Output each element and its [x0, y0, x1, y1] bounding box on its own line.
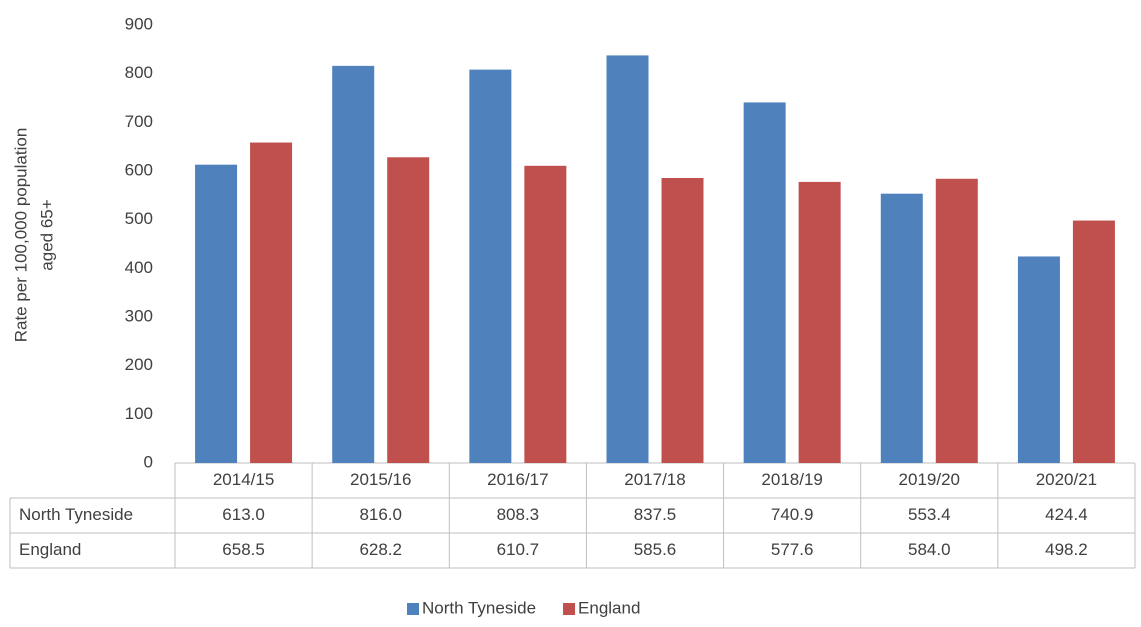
table-row-label: England [19, 540, 81, 559]
table-row-label: North Tyneside [19, 505, 133, 524]
table-value: 553.4 [908, 505, 951, 524]
x-tick-label: 2019/20 [899, 470, 960, 489]
y-tick-label: 800 [125, 63, 153, 82]
table-value: 585.6 [634, 540, 677, 559]
bar [332, 65, 375, 463]
x-tick-label: 2020/21 [1036, 470, 1097, 489]
y-tick-label: 600 [125, 160, 153, 179]
y-tick-label: 500 [125, 209, 153, 228]
table-value: 816.0 [359, 505, 402, 524]
y-axis-label: Rate per 100,000 population [11, 128, 30, 343]
x-tick-label: 2014/15 [213, 470, 274, 489]
table-value: 424.4 [1045, 505, 1088, 524]
y-tick-label: 700 [125, 112, 153, 131]
bar [387, 157, 430, 463]
legend-swatch [563, 603, 576, 615]
table-value: 658.5 [222, 540, 265, 559]
bar [743, 102, 786, 464]
legend-label: England [578, 598, 640, 617]
bar [195, 164, 238, 463]
bar [250, 142, 293, 463]
bar [606, 55, 649, 464]
bar [469, 69, 512, 464]
x-tick-label: 2017/18 [624, 470, 685, 489]
bar [798, 181, 841, 463]
table-value: 837.5 [634, 505, 677, 524]
bar [935, 178, 978, 463]
table-value: 740.9 [771, 505, 814, 524]
table-value: 613.0 [222, 505, 265, 524]
y-tick-label: 400 [125, 258, 153, 277]
y-axis-label: aged 65+ [37, 199, 56, 270]
y-tick-label: 200 [125, 355, 153, 374]
x-tick-label: 2016/17 [487, 470, 548, 489]
x-tick-label: 2015/16 [350, 470, 411, 489]
bar [1017, 256, 1060, 463]
bar [661, 178, 704, 463]
legend-swatch [407, 603, 419, 615]
table-value: 808.3 [497, 505, 540, 524]
legend-label: North Tyneside [422, 598, 536, 617]
x-tick-label: 2018/19 [761, 470, 822, 489]
table-value: 577.6 [771, 540, 814, 559]
table-value: 584.0 [908, 540, 951, 559]
bar [524, 165, 567, 463]
table-value: 628.2 [359, 540, 402, 559]
y-tick-label: 300 [125, 306, 153, 325]
y-tick-label: 900 [125, 14, 153, 33]
bar [880, 193, 923, 464]
table-value: 498.2 [1045, 540, 1088, 559]
bar [1072, 220, 1115, 463]
y-tick-label: 0 [144, 452, 153, 471]
y-tick-label: 100 [125, 404, 153, 423]
table-value: 610.7 [497, 540, 540, 559]
